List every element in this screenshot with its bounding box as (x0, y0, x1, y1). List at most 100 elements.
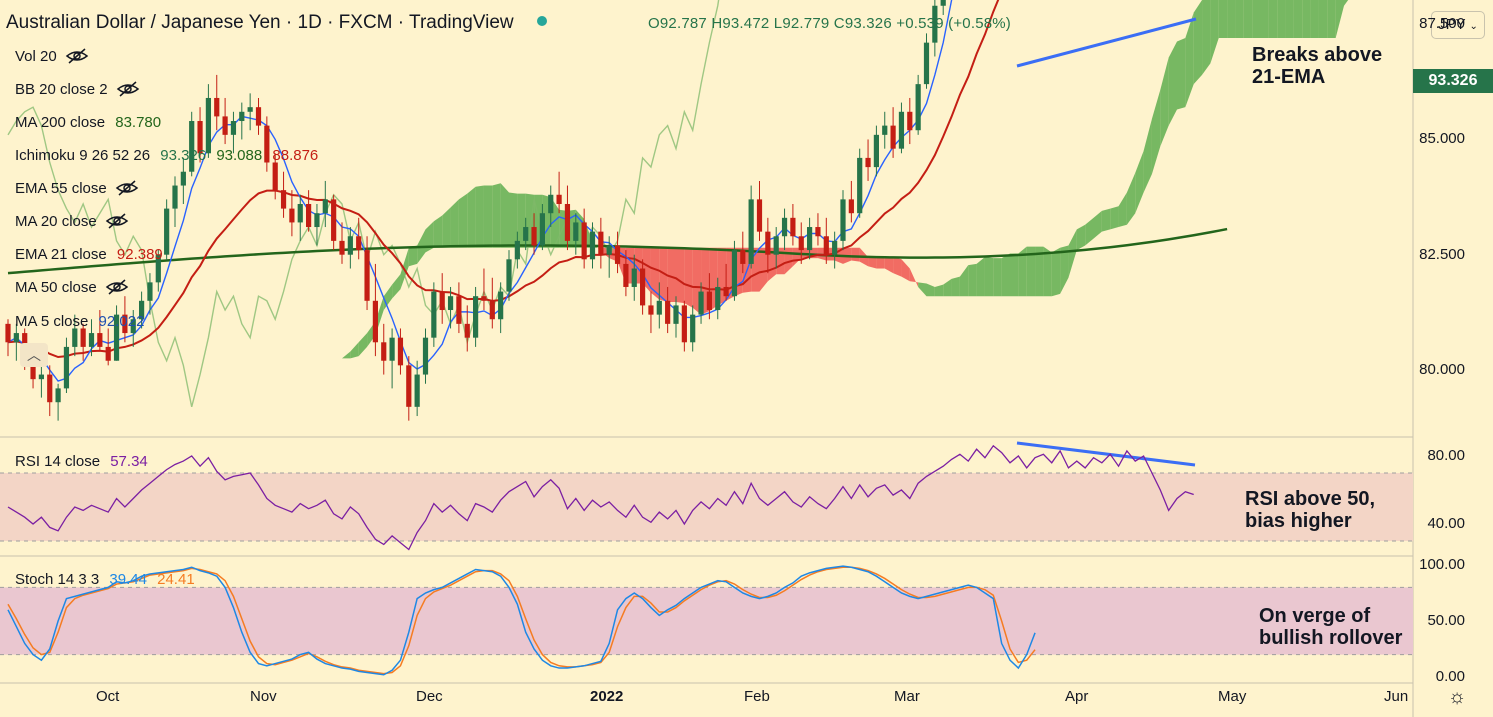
candle-body (748, 199, 754, 264)
ichimoku-cloud-segment (1293, 0, 1303, 39)
stoch-band (0, 587, 1413, 655)
candle-body (180, 171, 186, 186)
ichimoku-cloud-segment (333, 358, 342, 364)
legend-bb[interactable]: BB 20 close 2 (15, 81, 140, 98)
ichimoku-cloud-segment (1160, 57, 1169, 147)
stoch-axis-label: 100.00 (1419, 556, 1465, 573)
candle-body (372, 300, 378, 343)
ichimoku-cloud-segment (1151, 89, 1161, 175)
candle-body (915, 84, 921, 131)
candle-body (665, 300, 671, 324)
candle-body (765, 231, 771, 255)
candle-body (756, 199, 763, 232)
ichimoku-cloud-segment (1076, 224, 1086, 251)
ichimoku-cloud-segment (792, 247, 802, 267)
ichimoku-cloud-segment (676, 247, 685, 304)
candle-body (564, 203, 571, 241)
settings-gear-icon[interactable]: ☼ (1447, 686, 1467, 708)
hidden-eye-icon[interactable] (115, 180, 139, 196)
candle-body (857, 157, 863, 214)
legend-ema55[interactable]: EMA 55 close (15, 180, 139, 197)
candle-body (30, 360, 36, 380)
ichimoku-cloud-segment (425, 221, 434, 253)
hidden-eye-icon[interactable] (116, 81, 140, 97)
ichimoku-cloud-segment (241, 344, 251, 354)
hidden-eye-icon[interactable] (105, 213, 129, 229)
time-axis-label: May (1218, 688, 1247, 705)
rsi-legend[interactable]: RSI 14 close 57.34 (15, 453, 148, 470)
candle-body (397, 337, 404, 366)
candle-body (873, 134, 879, 168)
candle-body (923, 42, 930, 85)
time-axis-label: Apr (1065, 688, 1089, 705)
candle-body (882, 125, 888, 135)
candle-body (322, 199, 328, 214)
currency-selector[interactable]: JPY ⌄ (1431, 11, 1485, 39)
ichimoku-cloud-segment (1001, 253, 1010, 297)
time-axis-label: Mar (894, 688, 920, 705)
ichimoku-cloud-segment (1060, 245, 1069, 294)
legend-ma5[interactable]: MA 5 close 92.022 (15, 313, 145, 330)
candle-body (932, 5, 938, 43)
candle-body (514, 240, 520, 260)
candle-body (773, 236, 779, 255)
candle-body (531, 227, 537, 246)
ichimoku-cloud-segment (1143, 118, 1152, 193)
ichimoku-cloud-segment (1185, 12, 1194, 108)
stoch-legend[interactable]: Stoch 14 3 3 39.44 24.41 (15, 571, 195, 588)
legend-ma50[interactable]: MA 50 close (15, 279, 129, 296)
candle-body (280, 190, 287, 209)
ichimoku-cloud-segment (1235, 0, 1244, 39)
legend-ema21[interactable]: EMA 21 close 92.389 (15, 246, 163, 263)
ichimoku-cloud-segment (684, 247, 693, 308)
candle-body (55, 388, 61, 403)
ichimoku-cloud-segment (1110, 206, 1119, 230)
stoch-k-line (7, 565, 1036, 676)
ichimoku-cloud-segment (943, 278, 952, 297)
collapse-legend-button[interactable]: ︿ (20, 343, 48, 367)
time-axis-label: Nov (250, 688, 277, 705)
legend-ma200[interactable]: MA 200 close 83.780 (15, 114, 162, 131)
ichimoku-cloud-segment (1010, 253, 1019, 297)
candle-body (690, 314, 696, 343)
candle-body (556, 194, 562, 204)
candle-body (88, 333, 95, 347)
candle-body (197, 121, 203, 154)
rsi-axis-label: 80.00 (1427, 447, 1465, 464)
legend-vol[interactable]: Vol 20 (15, 48, 89, 65)
candle-body (139, 300, 145, 320)
ichimoku-cloud-segment (1210, 0, 1219, 64)
legend-ichimoku[interactable]: Ichimoku 9 26 52 26 93.326 93.088 88.876 (15, 147, 319, 164)
candle-body (823, 236, 829, 255)
stoch-d-line (7, 566, 1036, 675)
candle-body (907, 111, 913, 131)
candle-body (264, 125, 270, 163)
ichimoku-cloud-segment (968, 263, 977, 297)
legend-ma20[interactable]: MA 20 close (15, 213, 129, 230)
ichimoku-cloud-segment (1252, 0, 1261, 39)
candle-body (781, 217, 788, 237)
ichimoku-cloud-segment (1118, 192, 1127, 228)
price-axis-label: 85.000 (1419, 130, 1465, 148)
ichimoku-cloud-segment (483, 185, 493, 248)
symbol-title[interactable]: Australian Dollar / Japanese Yen · 1D · … (6, 12, 514, 33)
price-trendline (1016, 17, 1197, 68)
candle-body (189, 121, 195, 172)
time-axis-label: Jun (1384, 688, 1409, 705)
current-price-badge: 93.326 (1413, 69, 1493, 93)
ichimoku-cloud-segment (993, 258, 1002, 297)
ichimoku-cloud-segment (667, 247, 676, 302)
hidden-eye-icon[interactable] (105, 279, 129, 295)
annotation-stoch: On verge of bullish rollover (1259, 605, 1403, 649)
ichimoku-cloud-segment (308, 365, 317, 368)
hidden-eye-icon[interactable] (65, 48, 89, 64)
ichimoku-cloud-segment (250, 353, 259, 359)
candle-body (498, 291, 504, 320)
candle-body (815, 227, 821, 237)
ichimoku-cloud-segment (342, 351, 351, 359)
ichimoku-cloud-segment (509, 192, 518, 248)
ichimoku-cloud-segment (358, 333, 368, 357)
candle-body (473, 296, 479, 338)
ichimoku-cloud-segment (1260, 0, 1269, 39)
candle-body (439, 291, 445, 311)
